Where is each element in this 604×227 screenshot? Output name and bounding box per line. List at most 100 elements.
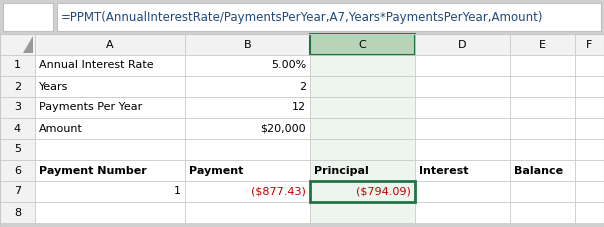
Bar: [415, 139, 510, 160]
Bar: [0, 97, 35, 118]
Bar: [0, 34, 604, 227]
Bar: [185, 97, 310, 118]
Polygon shape: [23, 36, 33, 53]
Bar: [510, 76, 575, 97]
Text: 3: 3: [14, 103, 21, 113]
Bar: [185, 118, 310, 139]
Bar: [310, 34, 415, 55]
Text: Years: Years: [39, 81, 68, 91]
Bar: [0, 118, 35, 139]
Bar: [310, 202, 415, 223]
Bar: [575, 76, 604, 97]
Bar: [35, 160, 185, 181]
Bar: [510, 160, 575, 181]
Text: 1: 1: [14, 61, 21, 71]
Bar: [575, 118, 604, 139]
Text: 8: 8: [14, 207, 21, 217]
Bar: [415, 118, 510, 139]
Bar: [575, 34, 604, 55]
Text: $20,000: $20,000: [260, 123, 306, 133]
Bar: [510, 55, 575, 76]
Bar: [0, 139, 35, 160]
Text: Annual Interest Rate: Annual Interest Rate: [39, 61, 153, 71]
Text: 2: 2: [14, 81, 21, 91]
Bar: [310, 160, 415, 181]
Text: ($877.43): ($877.43): [251, 187, 306, 197]
Bar: [310, 181, 415, 202]
Text: D: D: [458, 39, 467, 49]
Bar: [510, 97, 575, 118]
Text: 7: 7: [14, 187, 21, 197]
Text: =PPMT(AnnualInterestRate/PaymentsPerYear,A7,Years*PaymentsPerYear,Amount): =PPMT(AnnualInterestRate/PaymentsPerYear…: [61, 10, 544, 24]
Bar: [415, 202, 510, 223]
Bar: [510, 118, 575, 139]
Bar: [35, 181, 185, 202]
Text: 12: 12: [292, 103, 306, 113]
Bar: [35, 202, 185, 223]
Text: B: B: [243, 39, 251, 49]
Bar: [35, 76, 185, 97]
Text: Payment Number: Payment Number: [39, 165, 147, 175]
Bar: [35, 55, 185, 76]
Text: Balance: Balance: [514, 165, 563, 175]
Bar: [185, 181, 310, 202]
Bar: [510, 139, 575, 160]
Bar: [575, 181, 604, 202]
Bar: [575, 202, 604, 223]
Bar: [310, 181, 415, 202]
Bar: [310, 118, 415, 139]
Text: C: C: [359, 39, 367, 49]
Text: 6: 6: [14, 165, 21, 175]
Bar: [415, 181, 510, 202]
Bar: [185, 202, 310, 223]
Bar: [510, 34, 575, 55]
Text: Payment: Payment: [189, 165, 243, 175]
Bar: [415, 55, 510, 76]
Bar: [0, 202, 35, 223]
Bar: [575, 139, 604, 160]
Bar: [35, 34, 185, 55]
Bar: [3, 3, 53, 31]
Bar: [0, 0, 604, 34]
Bar: [0, 55, 35, 76]
Text: 2: 2: [299, 81, 306, 91]
Bar: [0, 34, 604, 227]
Bar: [185, 160, 310, 181]
Bar: [185, 34, 310, 55]
Bar: [0, 160, 35, 181]
Text: Amount: Amount: [39, 123, 83, 133]
Text: Principal: Principal: [314, 165, 369, 175]
Text: 4: 4: [14, 123, 21, 133]
Text: Interest: Interest: [419, 165, 469, 175]
Bar: [35, 118, 185, 139]
Bar: [510, 181, 575, 202]
Text: A: A: [106, 39, 114, 49]
Bar: [185, 139, 310, 160]
Text: 5: 5: [14, 145, 21, 155]
Bar: [510, 202, 575, 223]
Bar: [0, 76, 35, 97]
Bar: [310, 139, 415, 160]
Text: Payments Per Year: Payments Per Year: [39, 103, 143, 113]
Bar: [415, 97, 510, 118]
Bar: [0, 181, 35, 202]
Bar: [415, 34, 510, 55]
Bar: [0, 34, 35, 55]
Text: F: F: [586, 39, 593, 49]
Bar: [415, 76, 510, 97]
Bar: [57, 3, 601, 31]
Text: E: E: [539, 39, 546, 49]
Bar: [575, 97, 604, 118]
Bar: [35, 97, 185, 118]
Bar: [310, 76, 415, 97]
Bar: [35, 139, 185, 160]
Bar: [185, 55, 310, 76]
Bar: [575, 55, 604, 76]
Bar: [575, 160, 604, 181]
Bar: [415, 160, 510, 181]
Text: 1: 1: [174, 187, 181, 197]
Bar: [310, 55, 415, 76]
Text: 5.00%: 5.00%: [271, 61, 306, 71]
Bar: [185, 76, 310, 97]
Text: ($794.09): ($794.09): [356, 187, 411, 197]
